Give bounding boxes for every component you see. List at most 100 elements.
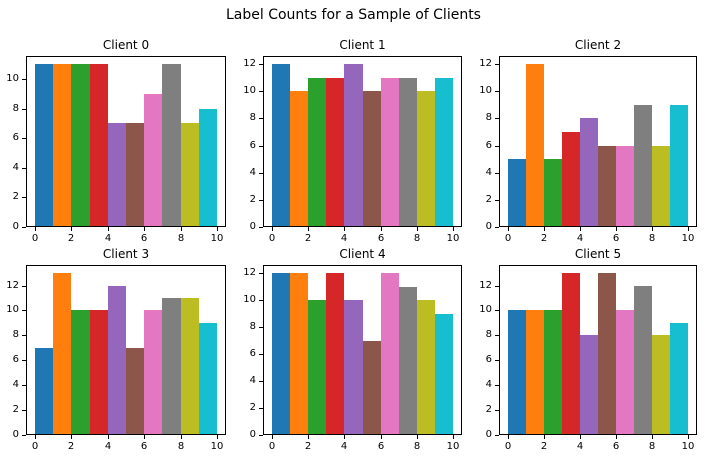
y-tick-label: 6 [249,348,256,359]
y-tick-mark [495,200,499,201]
bar-label-5 [126,123,144,227]
bar-label-4 [580,118,598,227]
y-tick-label: 6 [12,132,19,143]
x-tick-label: 10 [446,233,460,244]
bar-label-6 [144,94,162,227]
x-tick-label: 4 [340,233,348,244]
x-tick-label: 2 [540,233,548,244]
bar-label-9 [199,323,217,435]
y-tick-label: 2 [12,404,19,415]
bar-label-7 [399,287,417,435]
y-tick-label: 10 [243,294,256,305]
y-tick-label: 8 [249,112,256,123]
x-tick-mark [35,435,36,439]
bar-label-4 [344,300,363,435]
subplot-client-2: Client 2 0 2 4 6 8 10 12 0 2 4 6 8 10 [479,38,697,244]
x-tick-mark [217,435,218,439]
x-tick-label: 10 [681,441,695,452]
bar-label-8 [652,335,670,435]
x-tick-mark [71,435,72,439]
bar-label-2 [544,159,562,227]
y-tick-label: 10 [6,304,19,315]
x-tick-label: 4 [340,441,348,452]
y-tick-mark [259,381,263,382]
x-tick-mark [688,435,689,439]
x-tick-label: 2 [304,441,312,452]
bar-label-4 [108,123,126,227]
y-tick-label: 8 [249,321,256,332]
bar-label-7 [399,78,417,227]
subplot-client-5: Client 5 0 2 4 6 8 10 12 0 2 4 6 8 10 [479,247,697,452]
bar-label-0 [508,159,526,227]
y-tick-mark [22,227,26,228]
x-tick-label: 6 [140,441,148,452]
y-tick-label: 12 [243,267,256,278]
x-tick-label: 0 [31,441,39,452]
y-tick-label: 4 [12,162,19,173]
subplot-title: Client 4 [339,247,386,261]
y-tick-label: 4 [485,379,492,390]
x-tick-label: 10 [210,233,224,244]
y-tick-mark [22,385,26,386]
bar-label-2 [308,78,326,227]
x-tick-mark [272,435,273,439]
subplot-client-3: Client 3 0 2 4 6 8 10 12 0 2 4 6 8 10 [6,247,226,452]
x-tick-mark [181,435,182,439]
y-tick-label: 0 [12,221,19,232]
bar-label-7 [162,298,181,435]
x-tick-mark [144,227,145,231]
bar-label-2 [544,310,562,435]
y-tick-mark [22,168,26,169]
y-tick-label: 2 [12,191,19,202]
y-tick-mark [259,64,263,65]
y-tick-mark [22,197,26,198]
y-tick-mark [259,354,263,355]
x-tick-mark [108,227,109,231]
bar-label-4 [108,286,126,435]
x-tick-mark [616,435,617,439]
y-tick-label: 6 [249,140,256,151]
bar-label-8 [417,91,435,227]
x-tick-mark [417,435,418,439]
x-tick-label: 6 [377,441,385,452]
bar-label-0 [508,310,526,435]
y-tick-mark [495,335,499,336]
subplot-client-0: Client 0 0 2 4 6 8 10 0 2 4 6 8 10 [6,38,226,244]
y-tick-mark [495,385,499,386]
y-tick-label: 0 [485,221,492,232]
y-tick-mark [495,310,499,311]
x-tick-label: 0 [268,441,276,452]
y-tick-label: 12 [6,280,19,291]
y-tick-label: 4 [12,379,19,390]
subplot-client-4: Client 4 0 2 4 6 8 10 12 0 2 4 6 8 10 [243,247,462,452]
bar-label-2 [308,300,326,435]
x-tick-mark [652,435,653,439]
bar-label-6 [381,273,399,435]
x-tick-label: 0 [268,233,276,244]
bar-label-7 [162,64,181,227]
y-tick-mark [22,410,26,411]
bar-label-1 [526,64,544,227]
y-tick-mark [495,435,499,436]
bar-label-7 [634,105,652,227]
bar-label-8 [652,146,670,227]
subplot-title: Client 3 [102,247,150,261]
x-tick-label: 8 [177,441,185,452]
y-tick-mark [259,327,263,328]
y-tick-mark [22,360,26,361]
x-tick-mark [544,227,545,231]
y-tick-label: 4 [249,167,256,178]
y-tick-label: 6 [485,140,492,151]
bar-label-9 [199,109,217,227]
bar-label-3 [90,310,108,435]
y-tick-label: 10 [479,85,492,96]
bar-label-0 [35,64,53,227]
bar-label-0 [272,64,290,227]
x-tick-label: 4 [576,441,584,452]
x-tick-mark [272,227,273,231]
bar-label-5 [598,273,616,435]
x-tick-mark [181,227,182,231]
y-tick-mark [259,173,263,174]
x-tick-mark [417,227,418,231]
